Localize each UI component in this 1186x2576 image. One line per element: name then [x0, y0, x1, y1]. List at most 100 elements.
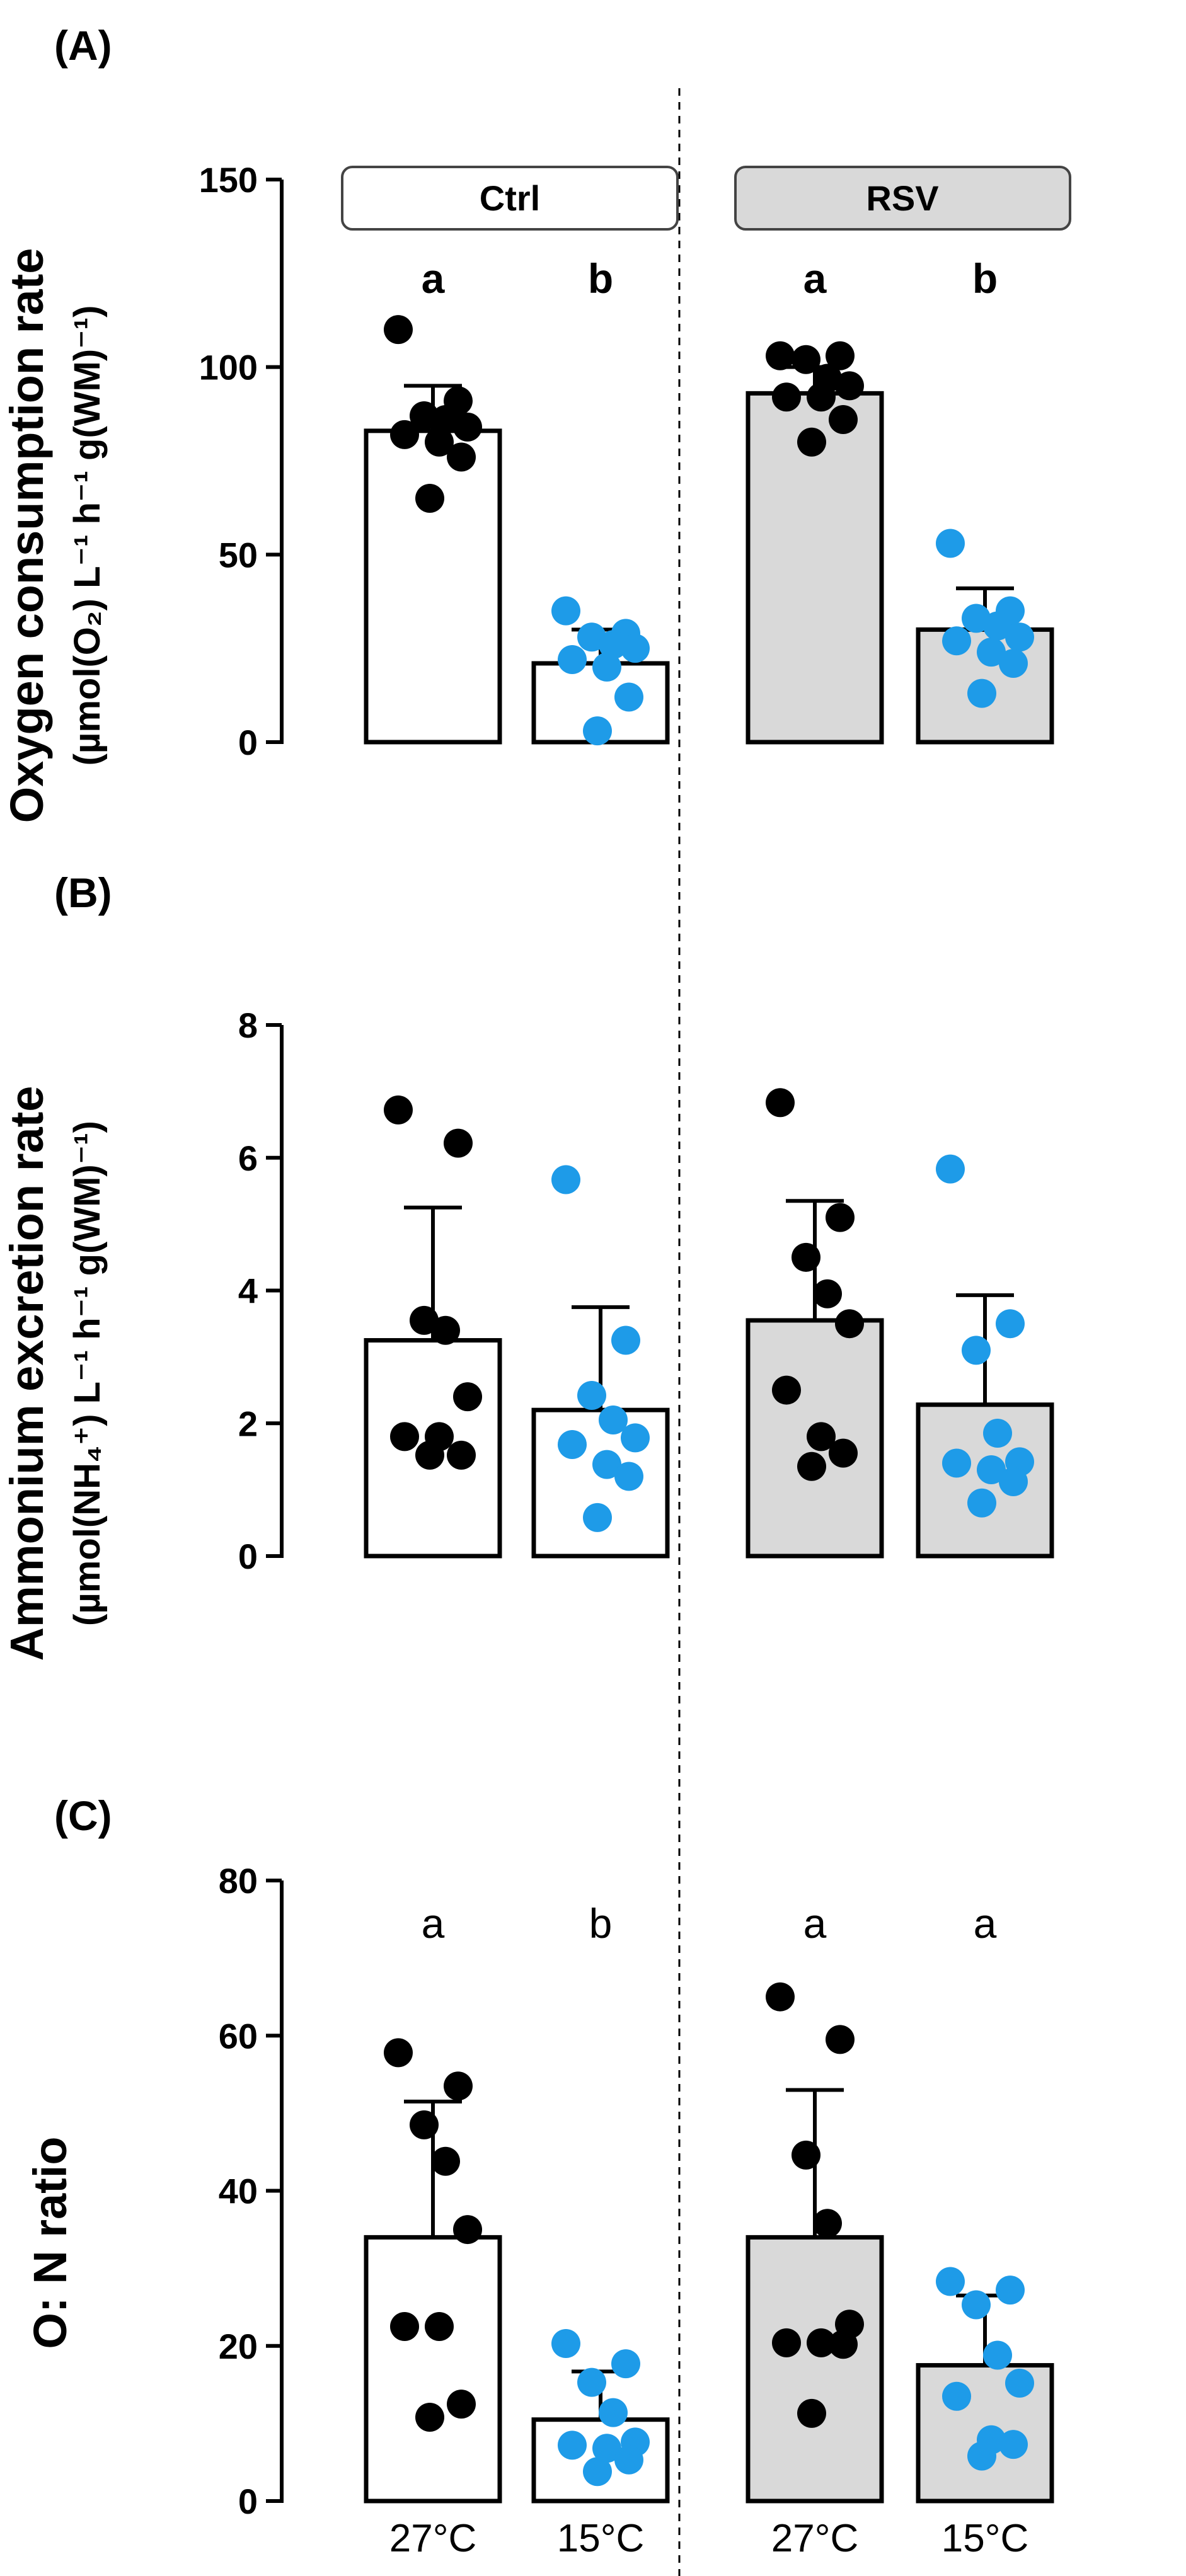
data-point [999, 648, 1028, 678]
data-point [551, 596, 580, 626]
data-point [614, 1462, 643, 1491]
data-point [967, 2441, 996, 2471]
data-point [415, 1440, 444, 1470]
y-tick-label: 20 [219, 2327, 258, 2366]
panel-a: (A) Oxygen consumption rate (µmol(O₂) L⁻… [1, 22, 1054, 823]
x-tick-label: 27°C [389, 2517, 477, 2560]
data-point [453, 412, 482, 442]
data-point [996, 1309, 1025, 1339]
data-point [942, 1448, 971, 1478]
data-point [1005, 2368, 1034, 2398]
bar [364, 428, 502, 745]
data-point [807, 1422, 836, 1451]
data-point [772, 2328, 801, 2357]
data-point [431, 1315, 460, 1345]
data-point [766, 1088, 795, 1118]
data-point [936, 1154, 965, 1184]
data-point [592, 652, 621, 682]
significance-letter: a [422, 255, 446, 302]
data-point [826, 2025, 855, 2054]
panel-label-a: (A) [54, 22, 112, 69]
data-point [384, 1095, 413, 1125]
data-point [577, 2367, 606, 2397]
data-point [942, 2381, 971, 2411]
significance-letter: b [589, 1900, 613, 1947]
y-axis-label-a-line1: Oxygen consumption rate [1, 248, 53, 823]
data-point [983, 2340, 1012, 2370]
data-point [936, 2267, 965, 2296]
data-point [447, 2390, 476, 2419]
x-tick-label: 15°C [557, 2517, 645, 2560]
group-box-rsv: RSV [734, 166, 1071, 231]
data-point [384, 2038, 413, 2068]
y-tick-label: 0 [238, 1537, 258, 1576]
data-point [447, 1440, 476, 1470]
data-point [390, 420, 419, 449]
data-point [807, 382, 836, 412]
data-point [772, 1375, 801, 1405]
data-point [431, 405, 460, 435]
data-point [772, 382, 801, 412]
data-point [1005, 622, 1034, 652]
y-tick-label: 50 [219, 535, 258, 575]
data-point [390, 1422, 419, 1451]
y-tick-label: 0 [238, 2482, 258, 2521]
panel-label-b: (B) [54, 869, 112, 916]
data-point [583, 716, 612, 746]
significance-letter: a [422, 1900, 445, 1947]
significance-letter: a [974, 1900, 997, 1947]
data-point [813, 1279, 842, 1308]
data-point [621, 634, 650, 663]
data-point [807, 2328, 836, 2357]
data-point [410, 401, 439, 431]
data-point [614, 682, 643, 712]
y-tick-label: 2 [238, 1404, 258, 1443]
y-axis-label-c: O: N ratio [24, 2136, 76, 2349]
data-point [611, 2349, 640, 2379]
data-point [453, 1382, 482, 1412]
data-point [826, 1203, 855, 1232]
data-point [942, 626, 971, 656]
y-tick-label: 8 [238, 1005, 258, 1045]
data-point [962, 2290, 991, 2320]
bar [364, 2235, 502, 2504]
significance-letter: a [803, 1900, 827, 1947]
data-point [425, 2311, 454, 2341]
panel-c: (C) O: N ratio 0 20 40 60 80 a b a a [24, 1792, 1054, 2521]
data-point [797, 2398, 826, 2428]
data-point [431, 2146, 460, 2176]
y-tick-label: 60 [219, 2016, 258, 2056]
data-point [453, 2215, 482, 2245]
data-point [792, 2140, 820, 2170]
y-axis-label-b-line2: (µmol(NH₄⁺) L⁻¹ h⁻¹ g(WM)⁻¹) [67, 1121, 108, 1626]
y-tick-label: 4 [238, 1271, 258, 1311]
significance-letter: b [588, 255, 613, 302]
data-point [967, 1488, 996, 1518]
data-point [558, 2430, 587, 2460]
group-label-rsv: RSV [866, 178, 938, 218]
y-tick-label: 80 [219, 1861, 258, 1901]
panel-b: (B) Ammonium excretion rate (µmol(NH₄⁺) … [1, 869, 1054, 1661]
y-tick-label: 0 [238, 723, 258, 762]
data-point [390, 2311, 419, 2341]
data-point [599, 630, 628, 660]
data-point [444, 2071, 473, 2101]
data-point [983, 1419, 1012, 1448]
data-point [797, 427, 826, 457]
data-point [829, 2330, 858, 2359]
data-point [621, 1423, 650, 1453]
y-tick-label: 150 [199, 160, 258, 200]
data-point [835, 1309, 864, 1339]
data-point [551, 2329, 580, 2359]
data-point [384, 315, 413, 345]
y-tick-label: 100 [199, 348, 258, 387]
data-point [444, 1128, 473, 1158]
data-point [835, 371, 864, 401]
data-point [792, 1242, 820, 1272]
data-point [936, 529, 965, 558]
data-point [996, 2275, 1025, 2305]
data-point [577, 1380, 606, 1410]
data-point [551, 1165, 580, 1194]
data-point [592, 1450, 621, 1479]
